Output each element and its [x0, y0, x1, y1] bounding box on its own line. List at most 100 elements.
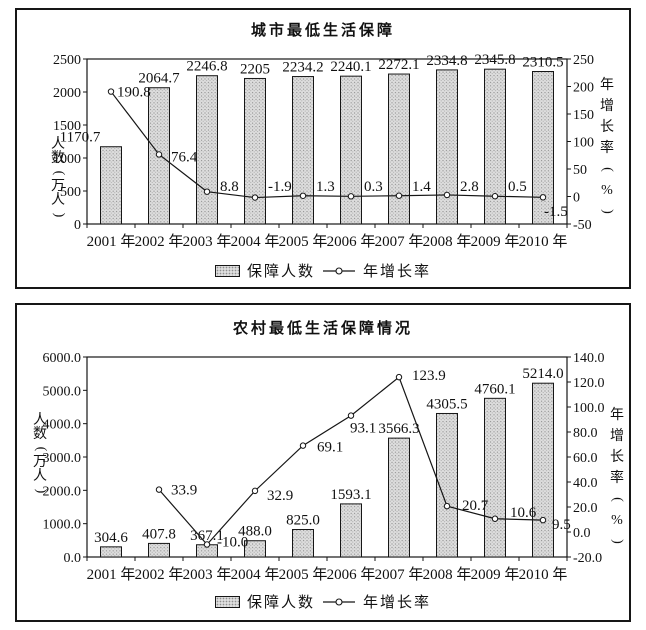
y-right-tick-label: 120.0 [573, 376, 605, 391]
line-marker [347, 193, 355, 200]
x-axis-label: 2002 年 [135, 566, 184, 583]
line-marker [251, 194, 259, 201]
x-axis-label: 2001 年 [87, 566, 136, 583]
y-right-tick-label: -20.0 [573, 551, 602, 566]
urban-y-right-axis-title: 年增长率(%) [599, 78, 615, 214]
x-axis-label: 2009 年 [471, 233, 520, 250]
line-marker [443, 191, 451, 199]
bar-value-label: 367.1 [190, 528, 224, 544]
line-value-label: -1.5 [544, 204, 568, 220]
y-right-tick-label: 250 [573, 53, 594, 68]
x-axis-label: 2010 年 [519, 566, 568, 583]
bar [148, 542, 170, 558]
bar [388, 73, 410, 225]
line-value-label: -10.0 [217, 535, 248, 551]
x-axis-label: 2004 年 [231, 566, 280, 583]
bar-value-label: 3566.3 [378, 421, 419, 437]
y-left-tick-label: 6000.0 [43, 351, 82, 366]
line-marker [539, 194, 547, 201]
y-right-tick-label: 40.0 [573, 476, 598, 491]
bar [340, 75, 362, 225]
line-marker [107, 88, 115, 95]
line-value-label: 123.9 [412, 368, 446, 384]
bar-value-label: 407.8 [142, 526, 176, 542]
x-axis-label: 2009 年 [471, 566, 520, 583]
line-value-label: 10.6 [510, 505, 537, 521]
line-marker [299, 442, 307, 449]
x-axis-label: 2005 年 [279, 566, 328, 583]
y-left-tick-label: 4000.0 [43, 418, 82, 433]
rural-y-right-axis-title: 年增长率(%) [609, 408, 625, 544]
bar-value-label: 2234.2 [282, 60, 323, 76]
line-marker [155, 151, 163, 158]
y-left-tick-label: 5000.0 [43, 384, 82, 399]
x-axis-label: 2004 年 [231, 233, 280, 250]
line-marker-icon [322, 265, 356, 277]
y-left-tick-label: 0 [74, 218, 81, 233]
bar-value-label: 825.0 [286, 513, 320, 529]
y-left-tick-label: 1000.0 [43, 518, 82, 533]
line-value-label: 93.1 [350, 421, 376, 437]
bar-value-label: 2310.5 [522, 55, 563, 71]
bar-value-label: 2246.8 [186, 59, 227, 75]
bar-value-label: 4760.1 [474, 381, 515, 397]
line-marker [539, 516, 547, 524]
bar [484, 68, 506, 225]
y-left-tick-label: 2000.0 [43, 484, 82, 499]
line-value-label: 9.5 [552, 517, 571, 533]
bar [388, 437, 410, 558]
bar [244, 540, 266, 558]
line-marker [155, 486, 163, 493]
line-value-label: 76.4 [171, 149, 198, 165]
line-value-label: 2.8 [460, 179, 479, 195]
y-left-tick-label: 2500 [53, 53, 81, 68]
x-axis-label: 2010 年 [519, 233, 568, 250]
rural-chart-plot: 0.0 1000.0 2000.0 3000.0 4000.0 5000.0 6000.0 -… [43, 351, 605, 583]
bar-value-label: 2272.1 [378, 57, 419, 73]
line-value-label: -1.9 [268, 179, 292, 195]
line-marker [251, 487, 259, 495]
y-left-tick-label: 2000 [53, 86, 81, 101]
line-value-label: 0.3 [364, 179, 383, 195]
y-right-tick-label: 140.0 [573, 351, 605, 366]
bar-value-label: 2334.8 [426, 53, 467, 69]
x-axis-label: 2003 年 [183, 566, 232, 583]
line-value-label: 33.9 [171, 483, 197, 499]
x-axis-label: 2001 年 [87, 233, 136, 250]
urban-legend: 保障人数 年增长率 [17, 260, 629, 281]
line-marker [491, 515, 499, 522]
y-left-tick-label: 0.0 [64, 551, 82, 566]
y-right-tick-label: 60.0 [573, 451, 598, 466]
line-value-label: 0.5 [508, 179, 527, 195]
bar [340, 503, 362, 558]
bar-value-label: 2064.7 [138, 71, 180, 87]
line-marker [395, 373, 403, 381]
bar [244, 77, 266, 225]
urban-chart-plot: 0 500 1000 1500 2000 2500 -50 0 50 100 150 200 250 20… [53, 52, 594, 250]
bar [292, 529, 314, 558]
line-marker [203, 188, 211, 195]
bar [436, 69, 458, 225]
y-left-tick-label: 500 [60, 185, 81, 200]
urban-legend-label-line: 年增长率 [363, 264, 432, 280]
rural-y-left-axis-title: 人数(万人) [32, 413, 48, 494]
x-axis-label: 2005 年 [279, 233, 328, 250]
rural-legend: 保障人数 年增长率 [17, 591, 629, 612]
bar-value-label: 1170.7 [60, 130, 101, 146]
y-left-tick-label: 1500 [53, 119, 81, 134]
y-right-tick-label: 50 [573, 163, 587, 178]
bar [532, 71, 554, 225]
bar [292, 76, 314, 225]
growth-line [110, 91, 544, 199]
urban-chart-title: 城市最低生活保障 [250, 23, 395, 39]
bar-value-label: 2205 [240, 61, 270, 77]
y-left-tick-label: 1000 [53, 152, 81, 167]
urban-legend-label-bars: 保障人数 [246, 264, 315, 280]
line-value-label: 8.8 [220, 179, 239, 195]
bar-value-label: 5214.0 [522, 366, 563, 382]
urban-y-left-axis-title: 人数(万人) [50, 137, 66, 218]
x-axis-label: 2003 年 [183, 233, 232, 250]
urban-chart-panel: 城市最低生活保障 0 500 1000 1500 2000 2500 -50 0 50 100 15… [15, 8, 631, 289]
line-value-label: 69.1 [317, 440, 343, 456]
